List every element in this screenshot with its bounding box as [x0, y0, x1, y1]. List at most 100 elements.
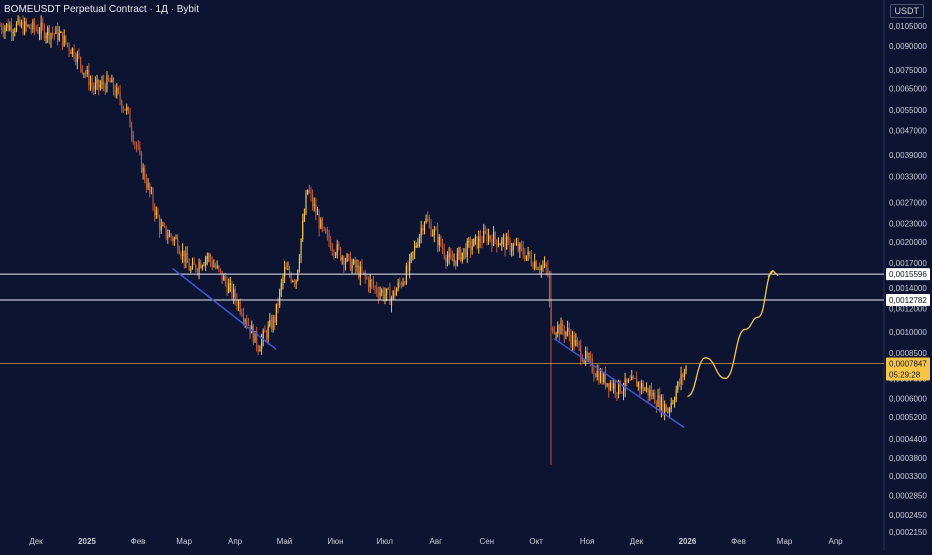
candle-body — [441, 245, 444, 250]
candle-body — [259, 349, 261, 352]
candle-body — [122, 108, 124, 110]
candle-body — [555, 333, 557, 335]
candle-body — [19, 18, 21, 26]
candle-body — [659, 395, 661, 410]
time-axis[interactable]: Дек 2025 Фев Мар Апр Май Июн Июл Авг Сен Окт Ноя Дек… — [29, 537, 843, 546]
price-tick-label: 0,0065000 — [889, 84, 927, 93]
candle-body — [624, 378, 626, 390]
candle-body — [479, 236, 481, 243]
candle-body — [38, 32, 41, 34]
candle-body — [338, 244, 340, 249]
candle-body — [558, 325, 560, 335]
candle-body — [247, 324, 249, 326]
candle-body — [519, 243, 521, 251]
candle-body — [295, 280, 297, 284]
candle-body — [654, 392, 656, 404]
candle-body — [571, 334, 574, 345]
candle-body — [578, 342, 580, 346]
candle-body — [84, 72, 87, 74]
candle-body — [117, 87, 120, 92]
candle-body — [195, 264, 197, 271]
candle-body — [318, 214, 320, 229]
candle-body — [127, 107, 129, 111]
candle-body — [65, 35, 67, 43]
candle-body — [657, 395, 659, 407]
candle-body — [590, 356, 592, 359]
candle-body — [392, 290, 394, 298]
candle-body — [35, 28, 37, 30]
candle-body — [400, 283, 402, 286]
candle-body — [293, 281, 296, 284]
candle-body — [61, 31, 64, 46]
candle-body — [529, 251, 531, 257]
candle-body — [256, 331, 258, 347]
candle-body — [310, 192, 312, 195]
candle-body — [455, 260, 457, 266]
candle-body — [224, 276, 226, 283]
candle-body — [81, 65, 83, 74]
candle-body — [42, 22, 44, 27]
candle-body — [525, 255, 528, 260]
candle-body — [284, 267, 286, 278]
time-tick-label: Авг — [430, 537, 443, 546]
candle-body — [280, 282, 282, 291]
candle-body — [576, 340, 579, 343]
candle-body — [484, 231, 486, 233]
candle-body — [267, 325, 269, 339]
candle-body — [20, 22, 22, 26]
candle-body — [473, 238, 475, 247]
candle-body — [216, 265, 218, 268]
candle-body — [129, 110, 131, 128]
candle-body — [460, 248, 462, 261]
candle-body — [407, 266, 409, 271]
candle-body — [32, 21, 34, 30]
candle-body — [252, 325, 254, 343]
candle-body — [190, 268, 192, 271]
candle-body — [211, 261, 213, 267]
candle-body — [200, 262, 202, 269]
candle-body — [599, 372, 602, 383]
price-tick-label: 0,0004400 — [889, 435, 927, 444]
candle-body — [636, 378, 638, 387]
currency-badge[interactable]: USDT — [889, 4, 924, 18]
candle-body — [423, 222, 426, 231]
candle-body — [177, 238, 179, 251]
price-tick-label: 0,0027000 — [889, 199, 927, 208]
candle-body — [213, 265, 215, 267]
candle-body — [670, 403, 672, 410]
candle-body — [649, 390, 651, 396]
candle-body — [167, 236, 169, 238]
candle-body — [341, 257, 343, 260]
candle-body — [639, 382, 641, 389]
candle-body — [165, 226, 167, 238]
candle-body — [537, 269, 539, 271]
price-tick-label: 0,0039000 — [889, 151, 927, 160]
candle-body — [534, 261, 536, 269]
candle-body — [593, 371, 595, 376]
candle-body — [83, 72, 85, 74]
candle-body — [196, 270, 198, 272]
candle-body — [363, 271, 365, 273]
candle-body — [626, 378, 628, 383]
candle-body — [585, 351, 587, 361]
candle-body — [336, 244, 338, 255]
candle-body — [2, 30, 4, 33]
candle-body — [631, 376, 633, 381]
candle-body — [239, 301, 241, 313]
candle-body — [655, 403, 657, 407]
candle-body — [45, 35, 47, 39]
candle-body — [465, 248, 467, 258]
candle-body — [71, 48, 73, 54]
candle-body — [552, 327, 554, 333]
chart-title: BOMEUSDT Perpetual Contract · 1Д · Bybit — [4, 4, 199, 15]
price-axis[interactable]: 0,0105000 0,0090000 0,0075000 0,0065000 0,00… — [886, 22, 930, 537]
candle-body — [543, 263, 546, 267]
candle-body — [680, 374, 682, 384]
candle-body — [512, 244, 514, 250]
candle-body — [644, 389, 646, 391]
candle-body — [446, 257, 449, 262]
candle-body — [139, 147, 141, 153]
candle-body — [613, 383, 615, 389]
